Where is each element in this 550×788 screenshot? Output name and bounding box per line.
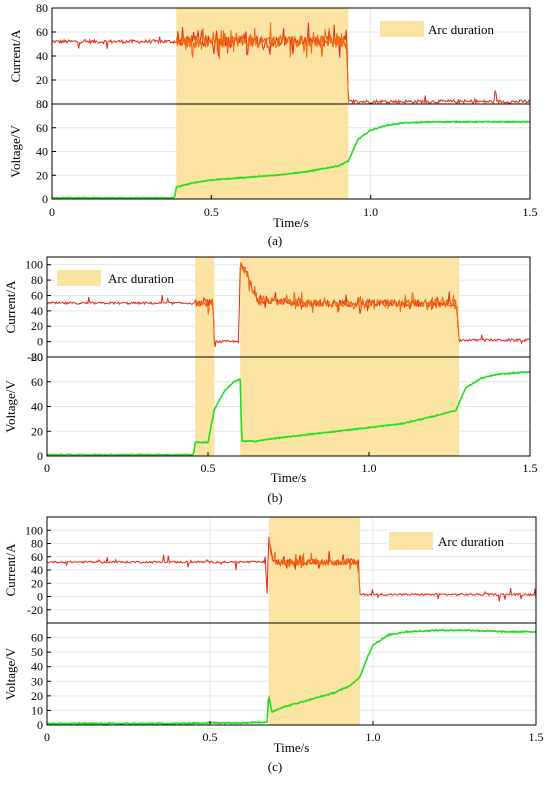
voltage-axis-label: Voltage/V — [3, 647, 18, 700]
x-tick-label: 0 — [44, 730, 50, 744]
current-trace-arc — [239, 262, 460, 342]
arc-duration-span — [268, 517, 360, 725]
legend-swatch — [380, 21, 424, 37]
legend-label: Arc duration — [438, 534, 505, 549]
voltage-y-tick-label: 0 — [37, 449, 43, 463]
voltage-y-tick-label: 60 — [31, 631, 43, 645]
voltage-y-tick-label: 0 — [42, 192, 48, 206]
current-y-tick-label: 20 — [36, 73, 48, 87]
current-y-tick-label: 40 — [36, 49, 48, 63]
x-tick-label: 1.0 — [366, 730, 381, 744]
current-y-tick-label: 0 — [37, 590, 43, 604]
x-tick-label: 0.5 — [204, 205, 219, 219]
current-y-tick-label: -20 — [27, 603, 43, 617]
legend-label: Arc duration — [108, 271, 175, 286]
x-tick-label: 1.5 — [523, 461, 538, 475]
current-y-tick-label: 40 — [31, 563, 43, 577]
x-tick-label: 0.5 — [203, 730, 218, 744]
x-tick-label: 1.5 — [523, 205, 538, 219]
voltage-y-tick-label: 40 — [36, 145, 48, 159]
current-axis-label: Current/A — [3, 543, 18, 596]
current-y-tick-label: 0 — [37, 335, 43, 349]
current-y-tick-label: 100 — [25, 258, 43, 272]
voltage-y-tick-label: 50 — [31, 645, 43, 659]
legend-label: Arc duration — [428, 22, 495, 37]
voltage-trace — [51, 119, 530, 200]
current-y-tick-label: 60 — [31, 288, 43, 302]
x-tick-label: 1.0 — [362, 461, 377, 475]
panel-caption: (c) — [268, 759, 282, 774]
x-tick-label: 1.5 — [529, 730, 544, 744]
x-axis-label: Time/s — [274, 740, 310, 755]
voltage-y-tick-label: 80 — [36, 97, 48, 111]
current-y-tick-label: 60 — [36, 25, 48, 39]
voltage-y-tick-label: 20 — [31, 689, 43, 703]
x-tick-label: 0 — [49, 205, 55, 219]
current-y-tick-label: 80 — [36, 1, 48, 15]
legend-swatch — [389, 532, 433, 550]
x-tick-label: 0 — [44, 461, 50, 475]
voltage-axis-label: Voltage/V — [8, 125, 23, 178]
x-axis-label: Time/s — [273, 215, 309, 230]
voltage-trace — [46, 370, 531, 457]
voltage-axis-label: Voltage/V — [3, 380, 18, 433]
current-y-tick-label: 20 — [31, 319, 43, 333]
panel-caption: (b) — [267, 490, 282, 505]
voltage-y-tick-label: 60 — [31, 375, 43, 389]
panel-caption: (a) — [268, 233, 282, 248]
axes-frame — [46, 516, 537, 726]
voltage-y-tick-label: 40 — [31, 400, 43, 414]
x-tick-label: 0.5 — [201, 461, 216, 475]
current-y-tick-label: 80 — [31, 537, 43, 551]
voltage-y-tick-label: 40 — [31, 660, 43, 674]
voltage-y-tick-label: 20 — [36, 168, 48, 182]
voltage-y-tick-label: 30 — [31, 674, 43, 688]
current-y-tick-label: 100 — [25, 523, 43, 537]
voltage-y-tick-label: 10 — [31, 703, 43, 717]
current-y-tick-label: 60 — [31, 550, 43, 564]
x-axis-label: Time/s — [271, 470, 307, 485]
voltage-y-tick-label: 80 — [31, 350, 43, 364]
current-y-tick-label: 0 — [42, 97, 48, 111]
legend-swatch — [57, 270, 101, 286]
voltage-y-tick-label: 0 — [37, 718, 43, 732]
current-trace-arc — [194, 298, 215, 342]
voltage-y-tick-label: 20 — [31, 424, 43, 438]
voltage-trace — [46, 628, 537, 726]
current-axis-label: Current/A — [8, 29, 23, 82]
current-y-tick-label: -20 — [27, 350, 43, 364]
current-trace-arc — [268, 538, 361, 594]
current-y-tick-label: 80 — [31, 273, 43, 287]
current-trace-arc — [175, 22, 349, 104]
current-y-tick-label: 40 — [31, 304, 43, 318]
current-axis-label: Current/A — [3, 280, 18, 333]
x-tick-label: 1.0 — [363, 205, 378, 219]
voltage-y-tick-label: 60 — [36, 121, 48, 135]
current-y-tick-label: 20 — [31, 576, 43, 590]
